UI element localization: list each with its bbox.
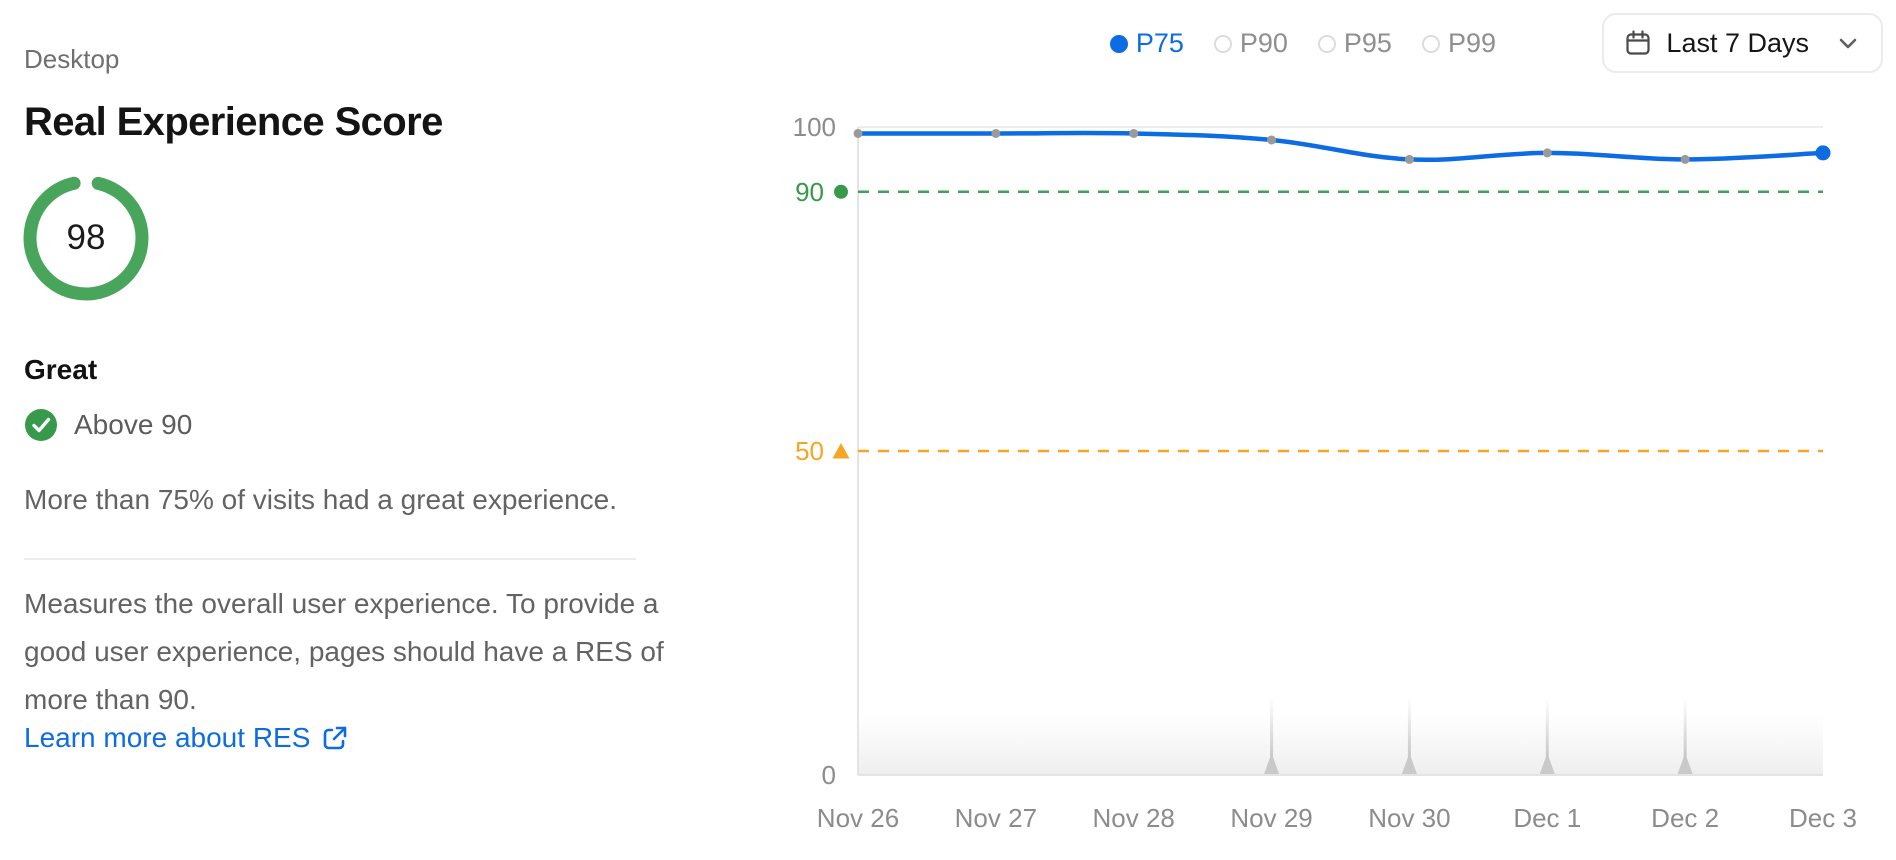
page-title: Real Experience Score bbox=[24, 100, 443, 144]
y-tick-90: 90 bbox=[795, 177, 824, 207]
legend-label: P90 bbox=[1239, 28, 1288, 58]
y-tick-100: 100 bbox=[793, 112, 836, 142]
orange-triangle-icon bbox=[832, 443, 850, 459]
legend-item-p95[interactable]: P95 bbox=[1317, 28, 1392, 59]
x-tick-nov-27: Nov 27 bbox=[955, 803, 1037, 833]
rating-detail-text: Above 90 bbox=[74, 409, 193, 440]
y-tick-50: 50 bbox=[795, 436, 824, 466]
legend-label: P95 bbox=[1343, 28, 1392, 58]
summary-text: More than 75% of visits had a great expe… bbox=[24, 484, 618, 515]
gauge-ring-icon bbox=[23, 175, 149, 301]
y-tick-0: 0 bbox=[822, 760, 836, 790]
data-point[interactable] bbox=[1404, 154, 1414, 164]
data-point[interactable] bbox=[853, 128, 863, 138]
chart-bottom-band bbox=[858, 713, 1823, 775]
radio-circle-icon bbox=[1421, 34, 1440, 53]
filled-dot-icon bbox=[1109, 34, 1128, 53]
data-point[interactable] bbox=[1267, 135, 1277, 145]
legend-item-p99[interactable]: P99 bbox=[1421, 28, 1496, 59]
rating-label: Great bbox=[24, 354, 98, 385]
x-tick-nov-29: Nov 29 bbox=[1230, 803, 1312, 833]
check-circle-icon bbox=[25, 409, 57, 441]
calendar-icon bbox=[1626, 30, 1651, 55]
rating-detail-row: Above 90 bbox=[24, 408, 192, 442]
external-link-icon bbox=[324, 726, 347, 750]
legend-item-p75[interactable]: P75 bbox=[1109, 28, 1184, 59]
x-tick-dec-2: Dec 2 bbox=[1651, 803, 1719, 833]
current-data-point[interactable] bbox=[1815, 145, 1831, 161]
green-dot-icon bbox=[834, 184, 848, 199]
radio-circle-icon bbox=[1213, 34, 1232, 53]
x-tick-dec-1: Dec 1 bbox=[1513, 803, 1581, 833]
learn-more-label: Learn more about RES bbox=[24, 722, 311, 753]
deployment-marker-tip[interactable] bbox=[1539, 753, 1555, 774]
data-point[interactable] bbox=[1129, 128, 1139, 138]
x-tick-dec-3: Dec 3 bbox=[1789, 803, 1857, 833]
percentile-legend: P75 P90 P95 P99 bbox=[1109, 28, 1496, 59]
deployment-marker-tip[interactable] bbox=[1401, 753, 1417, 774]
legend-item-p90[interactable]: P90 bbox=[1213, 28, 1288, 59]
device-label: Desktop bbox=[24, 44, 120, 74]
divider bbox=[24, 558, 636, 560]
chevron-down-icon bbox=[1839, 38, 1857, 49]
res-score-gauge: 98 bbox=[22, 174, 150, 302]
radio-circle-icon bbox=[1317, 34, 1336, 53]
deployment-marker-tip[interactable] bbox=[1677, 753, 1693, 774]
x-tick-nov-26: Nov 26 bbox=[817, 803, 899, 833]
legend-label: P75 bbox=[1135, 28, 1184, 58]
learn-more-link[interactable]: Learn more about RES bbox=[24, 722, 350, 754]
x-tick-nov-28: Nov 28 bbox=[1093, 803, 1175, 833]
series-line-p75 bbox=[855, 130, 1826, 163]
data-point[interactable] bbox=[991, 128, 1001, 138]
data-point[interactable] bbox=[1542, 148, 1552, 158]
deployment-marker-tip[interactable] bbox=[1264, 753, 1280, 774]
x-tick-nov-30: Nov 30 bbox=[1368, 803, 1450, 833]
data-point[interactable] bbox=[1680, 154, 1690, 164]
date-range-button[interactable]: Last 7 Days bbox=[1602, 13, 1883, 73]
legend-label: P99 bbox=[1447, 28, 1496, 58]
res-score-value: 98 bbox=[66, 218, 106, 257]
description-text: Measures the overall user experience. To… bbox=[24, 588, 664, 715]
date-range-label: Last 7 Days bbox=[1666, 27, 1809, 58]
